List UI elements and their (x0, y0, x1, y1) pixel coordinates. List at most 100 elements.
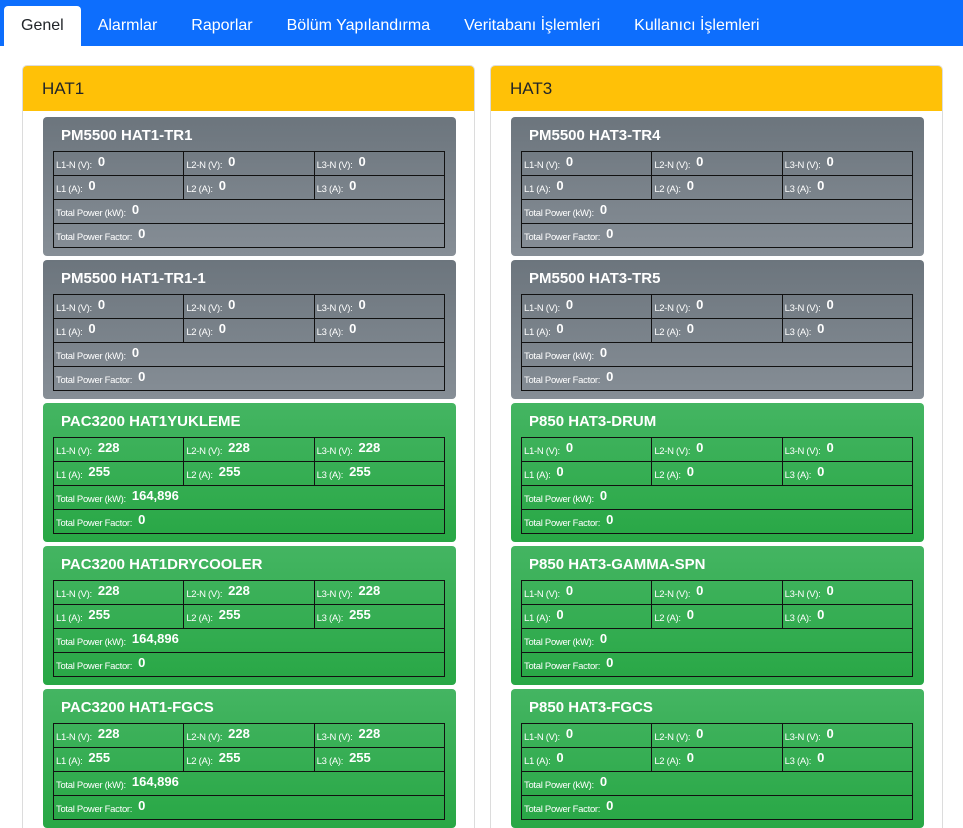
reading-label: L3 (A): (784, 756, 812, 767)
reading-l3a: L3 (A): 0 (781, 461, 914, 486)
tab-bolum-yapilandirma[interactable]: Bölüm Yapılandırma (286, 17, 431, 34)
reading-label: Total Power Factor: (56, 661, 133, 672)
reading-label: Total Power Factor: (56, 518, 133, 529)
device-card: PAC3200 HAT1YUKLEME L1-N (V): 228 L2-N (V… (43, 403, 456, 542)
reading-l3n: L3-N (V): 228 (313, 723, 446, 748)
reading-l1n: L1-N (V): 228 (52, 723, 185, 748)
reading-value: 0 (131, 345, 140, 360)
reading-total-pf: Total Power Factor: 0 (53, 366, 445, 391)
reading-value: 164,896 (131, 488, 179, 503)
reading-label: L2-N (V): (186, 446, 223, 457)
reading-l1a: L1 (A): 0 (52, 318, 185, 343)
reading-l2n: L2-N (V): 0 (651, 151, 783, 176)
reading-value: 0 (826, 583, 834, 598)
reading-label: L3 (A): (784, 470, 812, 481)
reading-label: L2-N (V): (186, 732, 223, 743)
reading-total-pf: Total Power Factor: 0 (521, 509, 913, 534)
reading-l2a: L2 (A): 0 (183, 318, 315, 343)
reading-l3a: L3 (A): 0 (781, 175, 914, 200)
reading-value: 0 (696, 440, 704, 455)
reading-total-power: Total Power (kW): 0 (521, 342, 913, 367)
reading-label: Total Power (kW): (524, 780, 594, 791)
readings-table: L1-N (V): 0 L2-N (V): 0 L3-N (V): 0 L1 (A):… (52, 294, 446, 391)
reading-value: 0 (599, 345, 608, 360)
device-card: PAC3200 HAT1DRYCOOLER L1-N (V): 228 L2-N … (43, 546, 456, 685)
reading-label: Total Power Factor: (56, 232, 133, 243)
reading-value: 0 (349, 178, 357, 193)
reading-value: 0 (565, 583, 574, 598)
reading-l2n: L2-N (V): 0 (183, 151, 315, 176)
device-title: P850 HAT3-DRUM (529, 413, 657, 430)
reading-label: L2 (A): (654, 470, 681, 481)
reading-label: L3 (A): (316, 756, 344, 767)
reading-l2n: L2-N (V): 0 (651, 437, 783, 462)
reading-label: Total Power (kW): (56, 780, 126, 791)
reading-l3n: L3-N (V): 0 (781, 151, 914, 176)
readings-table: L1-N (V): 0 L2-N (V): 0 L3-N (V): 0 L1 (A):… (520, 580, 914, 677)
reading-l1n: L1-N (V): 0 (520, 437, 653, 462)
reading-l3n: L3-N (V): 0 (313, 294, 446, 319)
tab-alarmlar[interactable]: Alarmlar (97, 17, 158, 34)
reading-l2a: L2 (A): 0 (651, 604, 783, 629)
readings-table: L1-N (V): 0 L2-N (V): 0 L3-N (V): 0 L1 (A):… (52, 151, 446, 248)
reading-l1n: L1-N (V): 228 (52, 580, 185, 605)
reading-l2a: L2 (A): 255 (183, 747, 315, 772)
reading-l1a: L1 (A): 0 (520, 747, 653, 772)
reading-value: 0 (606, 655, 614, 670)
reading-value: 0 (606, 226, 614, 241)
reading-l2a: L2 (A): 255 (183, 604, 315, 629)
reading-label: L2 (A): (654, 613, 681, 624)
reading-value: 0 (826, 726, 834, 741)
reading-l3n: L3-N (V): 228 (313, 437, 446, 462)
reading-total-pf: Total Power Factor: 0 (53, 795, 445, 820)
reading-value: 0 (556, 607, 564, 622)
reading-total-pf: Total Power Factor: 0 (521, 795, 913, 820)
reading-l1a: L1 (A): 255 (52, 461, 185, 486)
reading-value: 228 (228, 726, 250, 741)
device-card: PM5500 HAT1-TR1 L1-N (V): 0 L2-N (V): 0 L3… (43, 117, 456, 256)
tab-veritabani-islemleri[interactable]: Veritabanı İşlemleri (464, 17, 601, 34)
reading-l3n: L3-N (V): 0 (313, 151, 446, 176)
reading-value: 228 (97, 440, 120, 455)
reading-value: 0 (556, 750, 564, 765)
reading-l2a: L2 (A): 0 (651, 747, 783, 772)
reading-value: 0 (218, 178, 226, 193)
reading-l2a: L2 (A): 0 (651, 318, 783, 343)
tab-kullanici-islemleri[interactable]: Kullanıcı İşlemleri (634, 17, 760, 34)
reading-value: 0 (599, 774, 608, 789)
reading-value: 0 (826, 154, 834, 169)
reading-l1a: L1 (A): 255 (52, 747, 185, 772)
reading-label: L3 (A): (316, 613, 344, 624)
reading-value: 0 (696, 583, 704, 598)
tab-raporlar[interactable]: Raporlar (191, 17, 253, 34)
reading-l3n: L3-N (V): 0 (781, 294, 914, 319)
reading-label: L3 (A): (784, 613, 812, 624)
device-title: PAC3200 HAT1DRYCOOLER (61, 556, 263, 573)
reading-l1n: L1-N (V): 228 (52, 437, 185, 462)
reading-l1n: L1-N (V): 0 (520, 151, 653, 176)
reading-label: L1 (A): (56, 756, 83, 767)
reading-total-power: Total Power (kW): 0 (53, 199, 445, 224)
reading-label: L2 (A): (186, 184, 213, 195)
reading-value: 0 (696, 297, 704, 312)
reading-l1n: L1-N (V): 0 (52, 294, 185, 319)
reading-value: 255 (88, 607, 111, 622)
reading-total-pf: Total Power Factor: 0 (521, 652, 913, 677)
reading-label: Total Power (kW): (524, 494, 594, 505)
readings-table: L1-N (V): 228 L2-N (V): 228 L3-N (V): 228 L… (52, 580, 446, 677)
reading-l1a: L1 (A): 255 (52, 604, 185, 629)
tab-genel[interactable]: Genel (4, 6, 81, 46)
reading-label: L3 (A): (784, 184, 812, 195)
reading-value: 228 (228, 583, 250, 598)
reading-label: L2-N (V): (186, 589, 223, 600)
device-title: P850 HAT3-GAMMA-SPN (529, 556, 706, 573)
reading-value: 228 (358, 440, 381, 455)
reading-label: L3-N (V): (316, 589, 353, 600)
reading-label: Total Power Factor: (524, 518, 601, 529)
reading-value: 164,896 (131, 774, 179, 789)
reading-value: 255 (218, 607, 241, 622)
reading-value: 0 (88, 178, 96, 193)
reading-label: L1 (A): (524, 327, 551, 338)
reading-value: 255 (88, 464, 111, 479)
reading-label: L1 (A): (56, 470, 83, 481)
